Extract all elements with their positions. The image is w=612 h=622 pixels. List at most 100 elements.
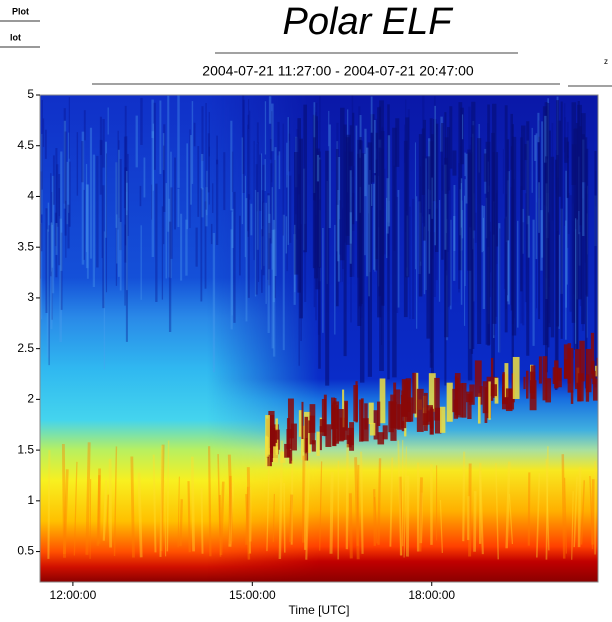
texture-blob <box>568 348 574 392</box>
texture-blob <box>324 395 327 437</box>
texture-flame <box>305 453 306 550</box>
texture-flame <box>160 446 161 557</box>
texture-flame <box>303 456 304 543</box>
texture-blob <box>531 365 536 398</box>
texture-flame <box>48 450 49 559</box>
side-label: z <box>604 57 608 66</box>
texture-blob <box>564 344 568 378</box>
texture-flame <box>593 479 594 545</box>
texture-blob <box>454 400 458 419</box>
y-tick-label: 4.5 <box>17 138 34 152</box>
texture-flame <box>463 452 464 542</box>
texture-blob <box>288 399 294 439</box>
y-tick-label: 2.5 <box>17 341 34 355</box>
chart-subtitle: 2004-07-21 11:27:00 - 2004-07-21 20:47:0… <box>202 63 474 79</box>
texture-blob <box>488 381 490 419</box>
texture-flame <box>361 452 362 554</box>
texture-blob <box>586 375 589 402</box>
texture-flame <box>291 495 292 542</box>
texture-blob <box>462 383 467 418</box>
texture-blob <box>592 371 595 384</box>
texture-flame <box>420 477 422 551</box>
texture-blob <box>491 384 497 396</box>
x-tick-label: 15:00:00 <box>229 588 276 602</box>
texture-blob <box>388 401 393 432</box>
texture-blob <box>369 403 374 424</box>
y-tick-label: 2 <box>27 392 34 406</box>
page: Plot lot Polar ELF 2004-07-21 11:27:00 -… <box>0 0 612 622</box>
texture-flame <box>181 499 182 546</box>
texture-blob <box>417 389 424 432</box>
texture-flame <box>132 456 134 557</box>
texture-blob <box>377 402 380 426</box>
texture-blob <box>506 388 513 411</box>
texture-blob <box>526 371 529 399</box>
y-tick-label: 1.5 <box>17 442 34 456</box>
y-tick-label: 3.5 <box>17 239 34 253</box>
texture-blob <box>475 360 482 396</box>
texture-flame <box>90 479 91 559</box>
texture-blob <box>412 373 416 414</box>
texture-flame <box>209 446 210 556</box>
texture-blob <box>380 378 386 423</box>
texture-blob <box>434 378 439 421</box>
texture-blob <box>466 392 473 403</box>
y-tick-label: 0.5 <box>17 544 34 558</box>
texture-flame <box>331 472 332 554</box>
texture-flame <box>529 472 530 545</box>
texture-flame <box>110 459 111 548</box>
menu-item[interactable]: Plot <box>12 6 29 16</box>
texture-blob <box>543 356 548 400</box>
texture-blob <box>502 372 504 403</box>
texture-blob <box>597 358 601 378</box>
texture-flame <box>202 488 203 554</box>
texture-blob <box>430 409 434 435</box>
chart-title: Polar ELF <box>283 1 454 43</box>
texture-blob <box>523 377 525 389</box>
texture-blob <box>401 395 406 428</box>
texture-flame <box>248 467 249 554</box>
spectrogram-image <box>40 95 601 582</box>
texture-flame <box>350 493 351 558</box>
texture-blob <box>440 407 445 433</box>
texture-blob <box>557 369 561 381</box>
texture-blob <box>273 431 277 443</box>
menu-item[interactable]: lot <box>10 32 21 42</box>
texture-flame <box>99 468 100 543</box>
texture-blob <box>332 403 336 446</box>
texture-blob <box>310 416 315 445</box>
texture-flame <box>470 464 471 557</box>
texture-flame <box>379 458 381 545</box>
texture-blob <box>353 385 358 421</box>
texture-flame <box>189 481 190 552</box>
texture-flame <box>347 444 348 549</box>
texture-blob <box>370 423 376 436</box>
texture-blob <box>312 440 316 451</box>
x-axis-label: Time [UTC] <box>289 603 350 617</box>
texture-blob <box>378 432 385 444</box>
texture-blob <box>553 367 557 384</box>
texture-flame <box>192 457 193 552</box>
texture-blob <box>284 444 290 458</box>
texture-blob <box>478 393 481 423</box>
texture-blob <box>513 357 520 399</box>
texture-flame <box>374 489 375 546</box>
y-tick-label: 1 <box>27 493 34 507</box>
texture-flame <box>579 467 580 547</box>
texture-flame <box>475 491 476 552</box>
x-tick-label: 18:00:00 <box>408 588 455 602</box>
texture-flame <box>284 483 285 553</box>
texture-blob <box>301 402 303 439</box>
texture-blob <box>578 373 584 401</box>
texture-blob <box>344 401 348 440</box>
texture-blob <box>316 432 319 456</box>
texture-blob <box>591 333 594 374</box>
y-tick-label: 5 <box>27 87 34 101</box>
texture-flame <box>563 454 564 558</box>
x-tick-label: 12:00:00 <box>50 588 97 602</box>
texture-blob <box>539 356 542 383</box>
texture-blob <box>364 403 368 429</box>
texture-blob <box>424 393 428 431</box>
y-tick-label: 3 <box>27 290 34 304</box>
texture-blob <box>337 409 344 441</box>
